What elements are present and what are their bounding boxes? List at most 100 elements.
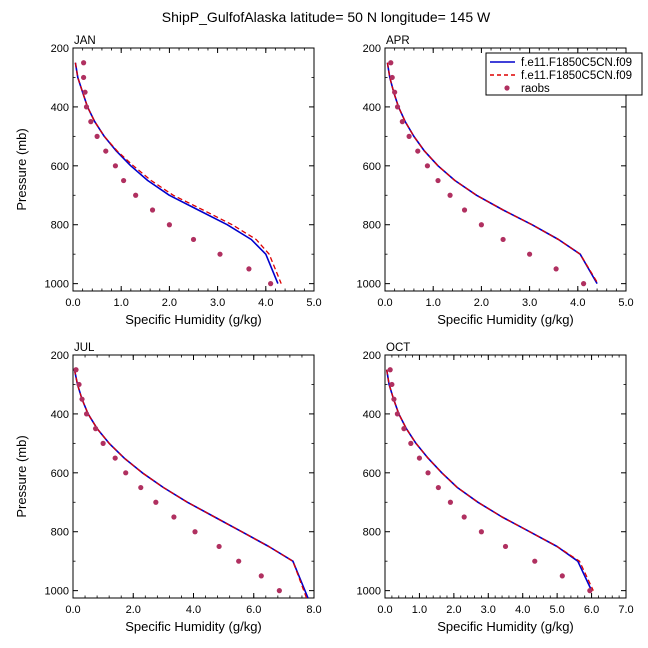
x-tick-label: 7.0 bbox=[618, 604, 633, 616]
raobs-point bbox=[435, 484, 441, 491]
raobs-point bbox=[82, 89, 88, 95]
y-tick-label: 600 bbox=[51, 468, 69, 480]
x-tick-label: 2.0 bbox=[126, 604, 141, 616]
raobs-point bbox=[478, 222, 484, 228]
x-tick-label: 2.0 bbox=[446, 604, 461, 616]
panel-label: JUL bbox=[74, 342, 95, 354]
y-tick-label: 200 bbox=[363, 43, 381, 55]
raobs-point bbox=[527, 251, 533, 257]
y-tick-label: 800 bbox=[363, 220, 381, 232]
x-tick-label: 5.0 bbox=[549, 604, 564, 616]
raobs-point bbox=[94, 133, 100, 139]
x-tick-label: 4.0 bbox=[258, 297, 273, 309]
x-tick-label: 6.0 bbox=[246, 604, 261, 616]
raobs-point bbox=[79, 396, 85, 402]
x-tick-label: 1.0 bbox=[114, 297, 129, 309]
raobs-point bbox=[425, 470, 431, 476]
series-group bbox=[74, 60, 282, 287]
model-line-dashed bbox=[386, 62, 599, 284]
panel-apr: 0.0 1.0 2.0 3.0 4.0 5.0 200 400 600 800 1000 APR Spe… bbox=[357, 35, 634, 327]
raobs-point bbox=[435, 177, 441, 184]
raobs-point bbox=[258, 573, 264, 579]
raobs-point bbox=[416, 455, 423, 461]
y-tick-label: 400 bbox=[363, 102, 381, 114]
x-tick-label: 4.0 bbox=[515, 604, 530, 616]
x-tick-label: 2.0 bbox=[474, 297, 489, 309]
series-group bbox=[385, 367, 594, 594]
raobs-point bbox=[406, 133, 412, 139]
x-tick-label: 1.0 bbox=[412, 604, 427, 616]
y-tick-label: 200 bbox=[363, 350, 381, 362]
panel-jul: 0.0 2.0 4.0 6.0 8.0 200 400 600 800 1000 JUL Specif… bbox=[14, 342, 322, 634]
raobs-point bbox=[389, 381, 395, 388]
legend: f.e11.F1850C5CN.f09 f.e11.F1850C5CN.f09 … bbox=[485, 52, 643, 96]
raobs-point bbox=[391, 396, 397, 402]
figure-title: ShipP_GulfofAlaska latitude= 50 N longit… bbox=[162, 9, 491, 25]
raobs-point bbox=[415, 148, 421, 154]
x-tick-label: 0.0 bbox=[377, 604, 392, 616]
x-tick-label: 0.0 bbox=[65, 604, 80, 616]
raobs-point bbox=[553, 266, 559, 272]
plot-frame bbox=[72, 354, 315, 599]
raobs-point bbox=[112, 455, 118, 461]
x-tick-label: 1.0 bbox=[426, 297, 441, 309]
raobs-point bbox=[388, 60, 394, 66]
raobs-point bbox=[149, 207, 156, 213]
model-line-solid bbox=[73, 369, 309, 598]
y-tick-label: 800 bbox=[363, 527, 381, 539]
x-tick-label: 5.0 bbox=[306, 297, 321, 309]
legend-label-model-2: f.e11.F1850C5CN.f09 bbox=[521, 70, 632, 82]
y-tick-label: 600 bbox=[363, 161, 381, 173]
x-tick-label: 6.0 bbox=[584, 604, 599, 616]
raobs-point bbox=[192, 529, 198, 535]
raobs-point bbox=[100, 440, 106, 446]
legend-label-raobs: raobs bbox=[521, 83, 550, 95]
y-tick-label: 200 bbox=[51, 350, 69, 362]
y-tick-label: 600 bbox=[51, 161, 69, 173]
raobs-point bbox=[394, 104, 401, 110]
raobs-point bbox=[399, 119, 405, 125]
x-axis-label: Specific Humidity (g/kg) bbox=[125, 619, 262, 634]
raobs-point bbox=[81, 60, 87, 66]
raobs-point bbox=[81, 74, 87, 81]
raobs-point bbox=[153, 499, 159, 505]
raobs-point bbox=[424, 163, 431, 169]
model-line-dashed bbox=[74, 62, 282, 284]
x-tick-label: 3.0 bbox=[210, 297, 225, 309]
raobs-point bbox=[461, 514, 467, 520]
raobs-point bbox=[580, 281, 587, 287]
y-tick-label: 200 bbox=[51, 43, 69, 55]
y-tick-label: 1000 bbox=[357, 586, 381, 598]
raobs-point bbox=[88, 119, 94, 125]
model-line-dashed bbox=[386, 369, 594, 591]
model-line-solid bbox=[386, 62, 598, 284]
x-tick-label: 0.0 bbox=[377, 297, 392, 309]
raobs-point bbox=[500, 236, 506, 243]
series-group bbox=[386, 60, 599, 287]
plot-frame bbox=[72, 47, 315, 292]
raobs-point bbox=[217, 251, 223, 257]
raobs-point bbox=[92, 426, 99, 432]
legend-box bbox=[485, 52, 643, 96]
raobs-point bbox=[401, 426, 407, 432]
raobs-point bbox=[447, 499, 454, 505]
raobs-point bbox=[83, 411, 90, 417]
raobs-point bbox=[73, 367, 79, 373]
x-tick-label: 0.0 bbox=[65, 297, 80, 309]
y-tick-label: 400 bbox=[51, 102, 69, 114]
raobs-point bbox=[392, 89, 398, 95]
panel-label: APR bbox=[386, 35, 410, 47]
raobs-point bbox=[121, 177, 127, 184]
raobs-point bbox=[103, 148, 109, 154]
x-tick-label: 4.0 bbox=[570, 297, 585, 309]
y-tick-label: 800 bbox=[51, 220, 69, 232]
plot-frame bbox=[384, 47, 627, 292]
raobs-point bbox=[190, 236, 197, 243]
raobs-point bbox=[268, 281, 274, 287]
raobs-point bbox=[76, 381, 82, 388]
model-line-solid bbox=[74, 62, 279, 284]
x-tick-label: 8.0 bbox=[306, 604, 321, 616]
model-line-solid bbox=[385, 369, 593, 591]
panels: 0.0 1.0 2.0 3.0 4.0 5.0 200 400 600 800 1000 JAN Spe… bbox=[14, 35, 634, 634]
